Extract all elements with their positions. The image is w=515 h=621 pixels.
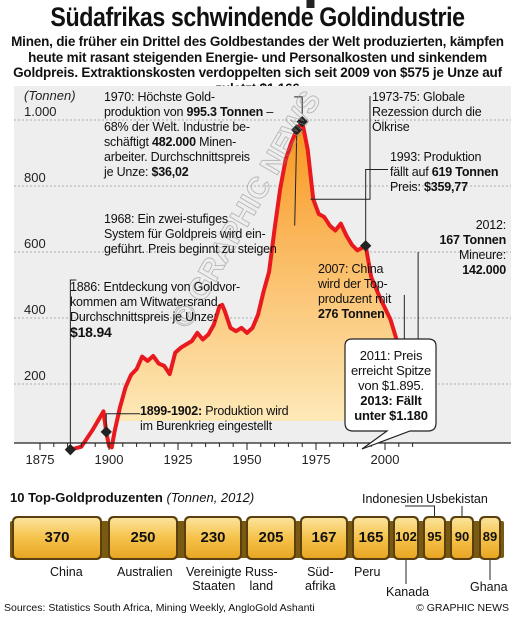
- category-label: Vereinigte Staaten: [186, 565, 242, 593]
- y-tick-label: 400: [24, 302, 46, 317]
- bubble-shape: [344, 338, 437, 450]
- bar-china: [14, 518, 100, 558]
- bar-ghana: [481, 518, 499, 558]
- bar-value-label: 89: [482, 529, 498, 544]
- bar-value-label: 230: [200, 529, 226, 546]
- bar-südafrika: [302, 518, 346, 558]
- annotation-bubble: 2011: Preis erreicht Spitze von $1.895. …: [350, 348, 432, 423]
- annotation-1970: 1970: Höchste Gold- produktion von 995.3…: [104, 90, 274, 179]
- annotation-1973: 1973-75: Globale Rezession durch die Ölk…: [372, 90, 482, 134]
- source-note: Sources: Statistics South Africa, Mining…: [4, 602, 315, 614]
- annotation-2012: 2012: 167 Tonnen Mineure: 142.000: [439, 218, 506, 277]
- x-tick-label: 2000: [371, 452, 400, 467]
- leader-line: [365, 169, 388, 252]
- annotation-2007: 2007: China wird der Top- produzent mit …: [318, 262, 392, 321]
- bar-value-label: 250: [130, 529, 156, 546]
- bar-layer: [10, 505, 504, 584]
- category-label: Indonesien: [362, 492, 424, 506]
- annotation-1899: 1899-1902: Produktion wird im Burenkrieg…: [140, 404, 289, 433]
- production-area: [70, 121, 421, 422]
- bar-value-label: 165: [358, 529, 384, 546]
- x-tick-label: 1950: [233, 452, 262, 467]
- credit: © GRAPHIC NEWS: [416, 602, 509, 614]
- leader-line: [105, 413, 140, 432]
- leader-line: [69, 279, 77, 450]
- category-label: Russ-land: [245, 565, 278, 593]
- leader-line: [294, 135, 298, 226]
- y-tick-label: 600: [24, 236, 46, 251]
- area-layer: [69, 119, 423, 452]
- x-tick-label: 1925: [164, 452, 193, 467]
- bar-value-label: 90: [454, 529, 470, 544]
- bar-indonesien: [425, 518, 444, 558]
- y-tick-label: 800: [24, 170, 46, 185]
- category-label: China: [50, 565, 83, 579]
- bar-peru: [354, 518, 388, 558]
- category-label: Peru: [354, 565, 381, 579]
- bar-australien: [110, 518, 176, 558]
- leader-line: [294, 96, 303, 114]
- bar-value-label: 205: [258, 529, 284, 546]
- category-label: Usbekistan: [426, 492, 488, 506]
- marker-1973: [306, 0, 315, 8]
- x-tick-label: 1900: [95, 452, 124, 467]
- chart-subtitle: Minen, die früher ein Drittel des Goldbe…: [11, 34, 504, 96]
- production-line: [69, 119, 423, 452]
- x-axis: 1875 1900 1925 1950 1975 2000: [14, 442, 511, 467]
- y-tick-label: 1.000: [24, 104, 57, 119]
- bar-leader-line: [405, 505, 435, 516]
- category-label: Süd-afrika: [305, 565, 336, 593]
- annotation-1886: 1886: Entdeckung von Goldvor- kommen am …: [70, 280, 241, 340]
- y-tick-label: 200: [24, 368, 46, 383]
- bar-usbekistan: [452, 518, 472, 558]
- leader-line: [310, 96, 371, 200]
- y-axis-label: (Tonnen): [24, 88, 76, 103]
- category-label: Australien: [117, 565, 173, 579]
- category-label: Kanada: [386, 585, 430, 599]
- x-tick-label: 1875: [26, 452, 55, 467]
- bar-value-label: 167: [311, 529, 337, 546]
- annotation-1993: 1993: Produktion fällt auf 619 Tonnen Pr…: [390, 150, 499, 194]
- marker-1886: [64, 444, 77, 456]
- bar-value-label: 102: [395, 529, 417, 544]
- bar-vereinigte-staaten: [186, 518, 240, 558]
- x-tick-label: 1975: [302, 452, 331, 467]
- bar-russland: [248, 518, 294, 558]
- category-label: Ghana: [470, 580, 508, 594]
- marker-1993: [360, 240, 372, 252]
- annotation-1968: 1968: Ein zwei-stufiges System für Goldp…: [104, 212, 277, 256]
- bar-kanada: [395, 518, 417, 558]
- bar-value-label: 370: [44, 529, 70, 546]
- bar-value-label: 95: [427, 529, 442, 544]
- chart-title: Südafrikas schwindende Goldindustrie: [50, 2, 465, 32]
- production-title: 10 Top-Goldproduzenten (Tonnen, 2012): [10, 490, 255, 505]
